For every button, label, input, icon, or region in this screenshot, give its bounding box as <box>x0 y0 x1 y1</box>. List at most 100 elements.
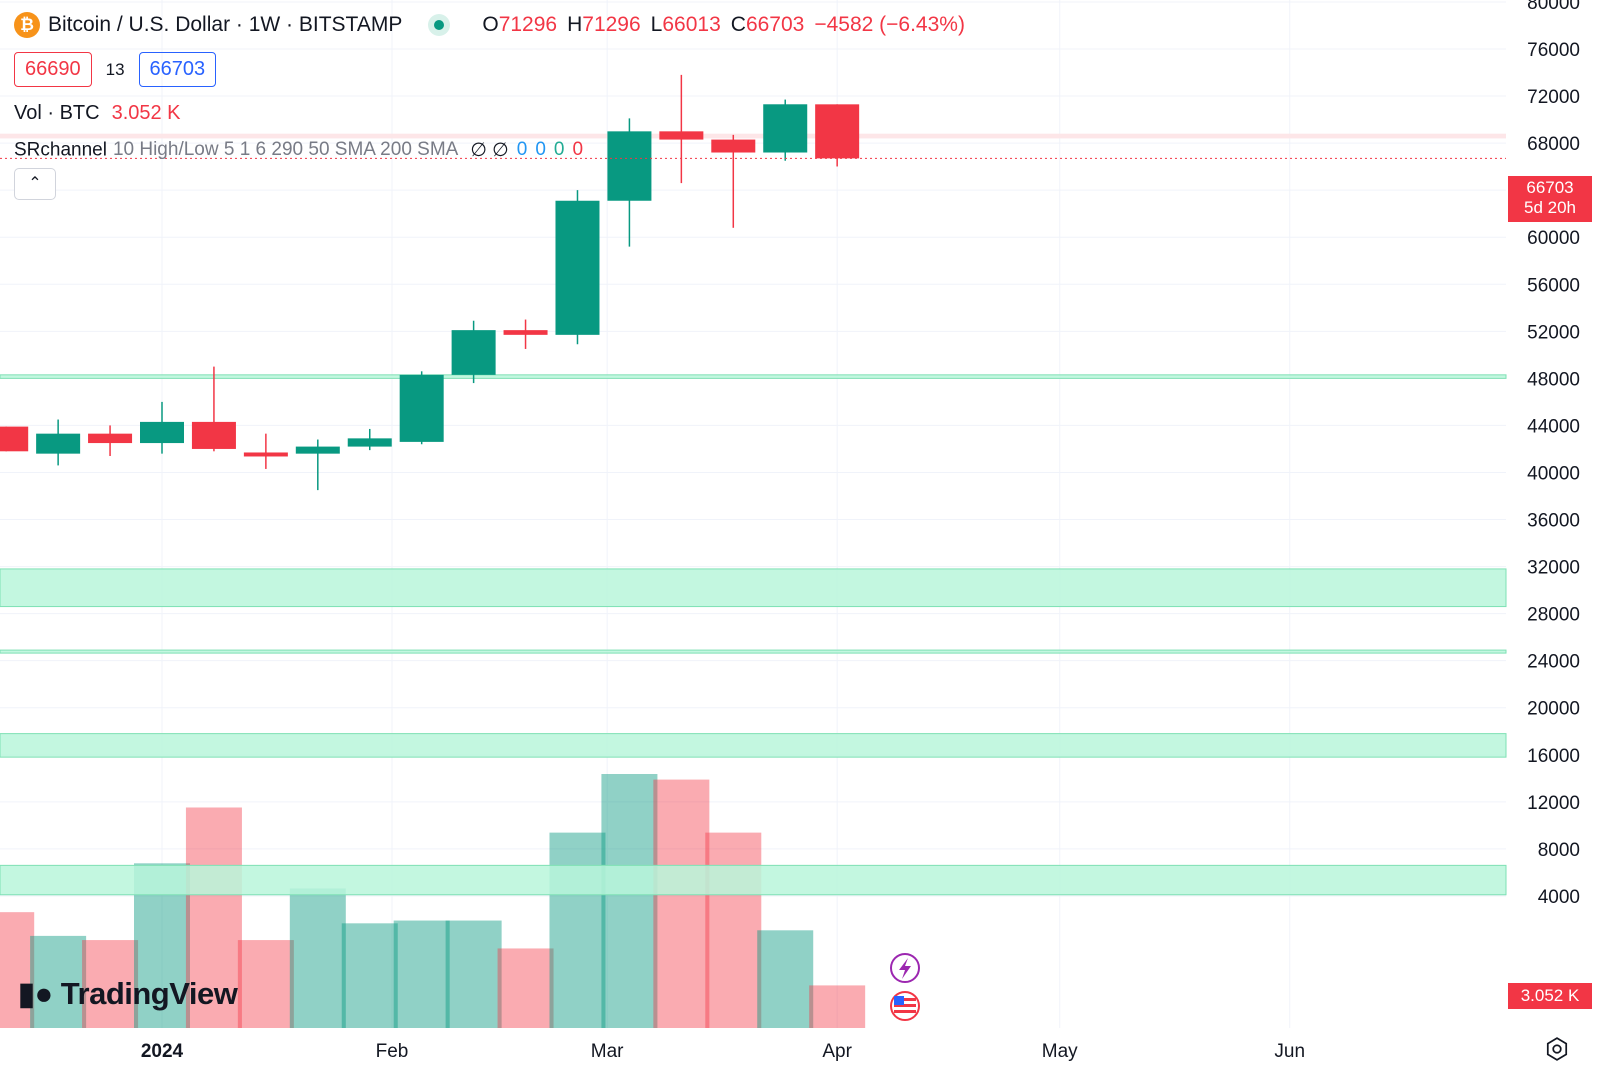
price-tick-label: 68000 <box>1527 134 1580 155</box>
price-tick-label: 32000 <box>1527 558 1580 579</box>
trade-buttons: 66690 13 66703 <box>14 52 217 87</box>
price-axis[interactable]: 8000076000720006800064000600005600052000… <box>1527 0 1580 908</box>
volume-bar <box>82 940 139 1028</box>
price-tick-label: 28000 <box>1527 605 1580 626</box>
price-tick-label: 60000 <box>1527 228 1580 249</box>
volume-bar <box>809 985 866 1028</box>
time-tick-label: May <box>1042 1041 1078 1062</box>
time-tick-label: Feb <box>376 1041 409 1062</box>
sell-button[interactable]: 66690 <box>14 52 92 87</box>
indicator-value-4: 0 <box>572 139 584 161</box>
resistance-channel <box>0 133 1506 139</box>
volume-label: Vol · BTC <box>14 102 100 125</box>
volume-tag: 3.052 K <box>1508 983 1592 1009</box>
event-markers[interactable] <box>890 953 920 1021</box>
bar-countdown: 5d 20h <box>1524 198 1576 217</box>
price-tick-label: 20000 <box>1527 699 1580 720</box>
price-tick-label: 24000 <box>1527 652 1580 673</box>
low-value: 66013 <box>662 13 721 36</box>
sr-channels <box>0 133 1507 896</box>
price-tick-label: 8000 <box>1538 840 1580 861</box>
logo-text: TradingView <box>60 976 238 1011</box>
open-value: 71296 <box>498 13 558 36</box>
candle-body[interactable] <box>88 433 133 444</box>
last-price-tag: 66703 5d 20h <box>1508 176 1592 222</box>
symbol-title[interactable]: Bitcoin / U.S. Dollar · 1W · BITSTAMP <box>48 13 403 36</box>
candle-body[interactable] <box>347 438 392 447</box>
indicator-name: SRchannel <box>14 139 107 161</box>
candle-body[interactable] <box>399 374 444 442</box>
time-tick-label: Mar <box>591 1041 624 1062</box>
candle-body[interactable] <box>555 200 600 335</box>
price-tick-label: 48000 <box>1527 369 1580 390</box>
time-axis[interactable]: 2024 Feb Mar Apr May Jun <box>141 1041 1305 1062</box>
candle-body[interactable] <box>295 446 340 454</box>
price-tick-label: 4000 <box>1538 887 1580 908</box>
indicator-value-1: 0 <box>516 139 528 161</box>
symbol-legend[interactable]: ₿ Bitcoin / U.S. Dollar · 1W · BITSTAMP O7… <box>14 12 965 38</box>
time-tick-label: Apr <box>822 1041 852 1062</box>
indicator-legend[interactable]: SRchannel 10 High/Low 5 1 6 290 50 SMA 20… <box>14 138 583 162</box>
candle-body[interactable] <box>711 139 756 153</box>
volume-bar <box>185 807 242 1028</box>
close-label: C <box>730 13 746 36</box>
candle-body[interactable] <box>763 104 808 153</box>
bitcoin-icon: ₿ <box>14 12 40 38</box>
candle-body[interactable] <box>815 104 860 159</box>
price-tick-label: 44000 <box>1527 416 1580 437</box>
volume-value: 3.052 K <box>111 102 181 125</box>
high-value: 71296 <box>582 13 641 36</box>
price-tick-label: 36000 <box>1527 511 1580 532</box>
price-tick-label: 52000 <box>1527 322 1580 343</box>
market-open-icon <box>428 14 451 36</box>
volume-bar <box>705 832 762 1028</box>
grid-lines <box>0 0 1506 1028</box>
high-label: H <box>567 13 583 36</box>
lightning-event-icon[interactable] <box>890 953 920 983</box>
candle-body[interactable] <box>243 452 288 457</box>
collapse-legend-button[interactable]: ⌃ <box>14 168 56 200</box>
price-tick-label: 80000 <box>1527 0 1580 14</box>
candle-body[interactable] <box>607 131 652 201</box>
time-tick-label: 2024 <box>141 1041 184 1062</box>
volume-bar <box>757 930 814 1028</box>
candle-body[interactable] <box>191 421 236 449</box>
price-tick-label: 76000 <box>1527 40 1580 61</box>
volume-bar <box>30 935 87 1028</box>
indicator-value-3: 0 <box>553 139 565 161</box>
price-tick-label: 40000 <box>1527 463 1580 484</box>
volume-bar <box>393 920 450 1028</box>
volume-bar <box>0 912 35 1028</box>
settings-gear-icon[interactable] <box>1544 1036 1570 1062</box>
candle-body[interactable] <box>503 330 548 335</box>
candle-body[interactable] <box>451 330 496 375</box>
volume-bar <box>549 832 606 1028</box>
volume-bar <box>237 940 294 1028</box>
open-label: O <box>482 13 499 36</box>
price-tick-label: 12000 <box>1527 793 1580 814</box>
price-tick-label: 72000 <box>1527 87 1580 108</box>
volume-legend[interactable]: Vol · BTC 3.052 K <box>14 102 181 125</box>
volume-bar <box>341 923 398 1028</box>
chevron-up-icon: ⌃ <box>28 175 42 192</box>
price-tick-label: 56000 <box>1527 275 1580 296</box>
close-value: 66703 <box>745 13 805 36</box>
support-channel <box>0 374 1507 379</box>
tradingview-logo[interactable]: ▮● TradingView <box>18 976 238 1012</box>
candles[interactable] <box>0 74 860 491</box>
tradingview-logo-icon: ▮● <box>18 976 53 1011</box>
candle-body[interactable] <box>659 131 704 140</box>
indicator-symbols: ∅ ∅ <box>470 139 509 161</box>
change-value: −4582 (−6.43%) <box>814 13 965 36</box>
candle-body[interactable] <box>36 433 81 454</box>
support-channel <box>0 568 1507 608</box>
candle-body[interactable] <box>140 421 184 444</box>
candle-body[interactable] <box>0 426 29 452</box>
volume-bar <box>653 779 710 1028</box>
buy-button[interactable]: 66703 <box>138 52 217 87</box>
price-tick-label: 16000 <box>1527 746 1580 767</box>
us-flag-event-icon[interactable] <box>890 991 920 1021</box>
support-channel <box>0 649 1507 654</box>
volume-bar <box>601 774 658 1028</box>
